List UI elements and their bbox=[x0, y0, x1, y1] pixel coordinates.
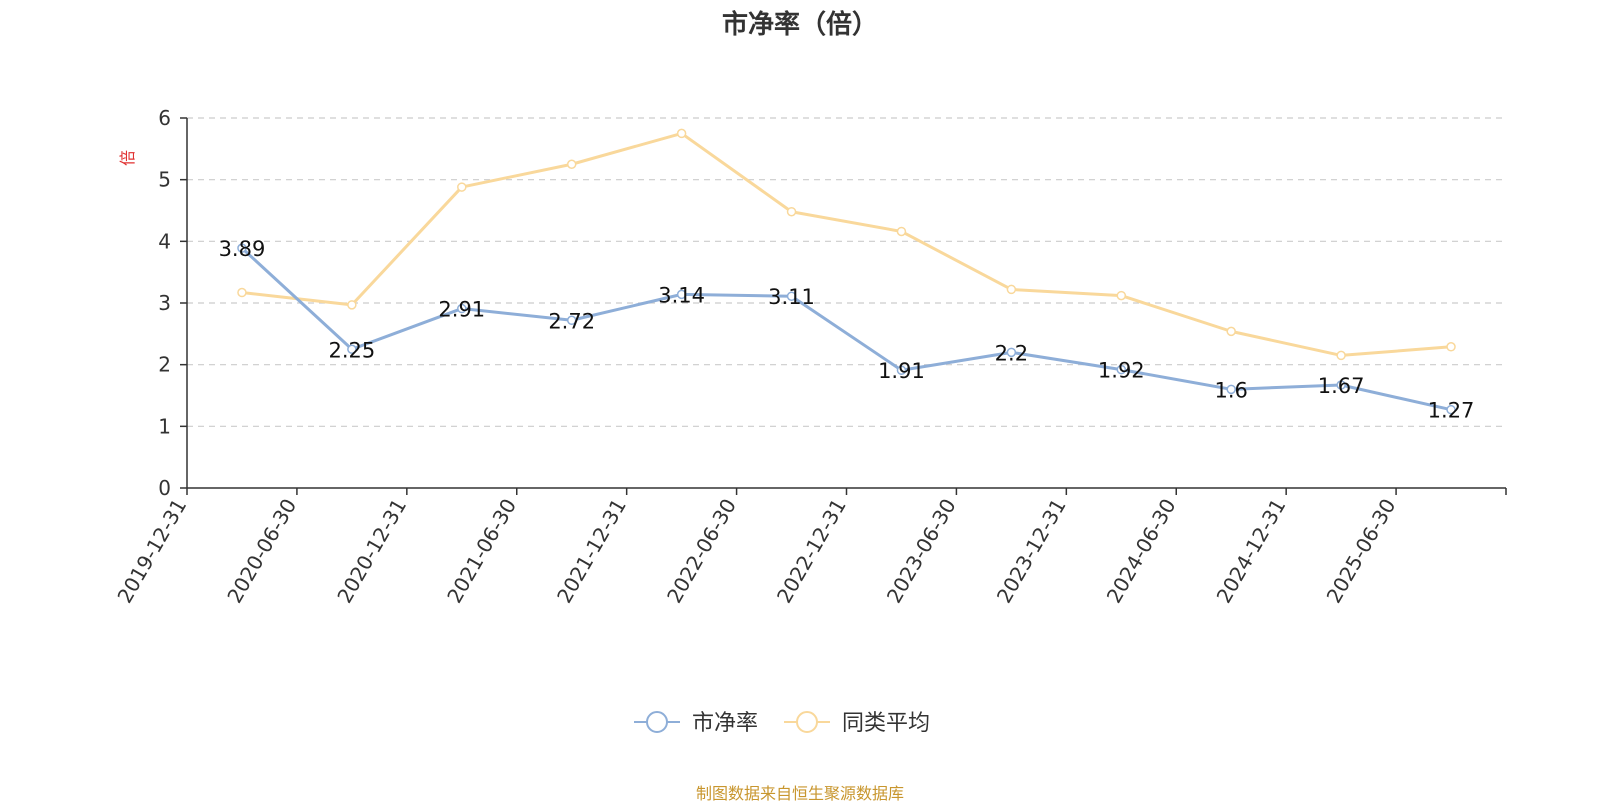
series-point-1[interactable] bbox=[896, 226, 907, 237]
x-tick-label: 2023-06-30 bbox=[882, 495, 961, 608]
axes bbox=[186, 118, 1506, 489]
series-point-1[interactable] bbox=[1336, 350, 1346, 361]
x-tick-label: 2022-12-31 bbox=[772, 495, 851, 608]
data-label: 1.67 bbox=[1318, 374, 1365, 398]
footer-source: 制图数据来自恒生聚源数据库 bbox=[695, 784, 904, 803]
y-tick-label: 6 bbox=[158, 106, 171, 130]
series-point-1[interactable] bbox=[1446, 342, 1456, 352]
x-tick-label: 2020-06-30 bbox=[222, 495, 301, 608]
x-ticks: 2019-12-31 2020-06-30 2020-12-31 2021-06-30… bbox=[112, 488, 1507, 608]
y-ticks: 0 1 2 3 4 5 6 bbox=[158, 106, 187, 500]
y-tick-label: 2 bbox=[158, 353, 171, 377]
y-tick-label: 1 bbox=[158, 414, 171, 438]
grid-lines bbox=[187, 117, 1506, 427]
data-label: 2.25 bbox=[328, 338, 375, 362]
data-label: 1.91 bbox=[878, 359, 925, 383]
series-point-1[interactable] bbox=[1226, 326, 1236, 337]
data-label: 3.14 bbox=[658, 283, 705, 307]
x-tick-label: 2024-12-31 bbox=[1212, 495, 1291, 608]
series-point-0[interactable] bbox=[676, 289, 687, 300]
data-labels: 3.89 2.25 2.91 2.72 3.14 3.11 1.91 2.2 1.92 1.6 1.… bbox=[219, 237, 1475, 423]
data-label: 3.89 bbox=[219, 237, 266, 261]
series-point-0[interactable] bbox=[1226, 384, 1236, 395]
y-tick-label: 3 bbox=[158, 291, 171, 315]
series-point-0[interactable] bbox=[896, 365, 907, 375]
legend-swatch-circle bbox=[646, 711, 668, 733]
x-tick-label: 2023-12-31 bbox=[992, 495, 1071, 608]
legend[interactable]: 市净率 同类平均 bbox=[634, 711, 930, 736]
series-point-1[interactable] bbox=[1006, 284, 1017, 295]
x-tick-label: 2022-06-30 bbox=[662, 495, 741, 608]
series-point-1[interactable] bbox=[676, 128, 687, 139]
series-point-1[interactable] bbox=[347, 300, 357, 310]
series-line-1 bbox=[241, 131, 1452, 357]
data-label: 3.11 bbox=[768, 285, 815, 309]
series-point-0[interactable] bbox=[347, 344, 357, 354]
data-label: 1.6 bbox=[1215, 378, 1248, 402]
legend-item-1[interactable]: 同类平均 bbox=[784, 711, 930, 736]
y-tick-label: 0 bbox=[158, 476, 171, 500]
data-label: 1.92 bbox=[1098, 359, 1145, 383]
y-axis-label: 倍 bbox=[118, 150, 137, 166]
series-point-0[interactable] bbox=[1116, 364, 1127, 375]
legend-label: 市净率 bbox=[692, 711, 758, 736]
series-point-1[interactable] bbox=[457, 182, 467, 192]
series-point-1[interactable] bbox=[237, 287, 247, 298]
chart-title: 市净率（倍） bbox=[721, 10, 878, 40]
series-point-0[interactable] bbox=[237, 243, 247, 253]
series-point-0[interactable] bbox=[1006, 347, 1017, 358]
data-label: 2.72 bbox=[548, 309, 595, 333]
data-label: 2.91 bbox=[438, 298, 485, 322]
series-point-1[interactable] bbox=[786, 206, 797, 217]
legend-swatch-circle bbox=[796, 711, 818, 733]
series-line-0 bbox=[240, 247, 1452, 412]
x-tick-label: 2024-06-30 bbox=[1102, 495, 1181, 608]
series-layer bbox=[237, 128, 1456, 415]
x-tick-label: 2021-12-31 bbox=[552, 495, 631, 608]
series-point-0[interactable] bbox=[1336, 380, 1346, 390]
x-tick-label: 2020-12-31 bbox=[332, 495, 411, 608]
series-point-0[interactable] bbox=[786, 291, 797, 301]
data-label: 2.2 bbox=[995, 341, 1028, 365]
data-label: 1.27 bbox=[1428, 399, 1475, 423]
legend-item-0[interactable]: 市净率 bbox=[634, 711, 758, 736]
legend-label: 同类平均 bbox=[842, 711, 930, 736]
series-point-1[interactable] bbox=[1116, 290, 1127, 301]
x-tick-label: 2021-06-30 bbox=[442, 495, 521, 608]
series-point-0[interactable] bbox=[457, 303, 467, 314]
x-tick-label: 2019-12-31 bbox=[112, 495, 191, 608]
series-point-0[interactable] bbox=[1446, 404, 1456, 415]
y-tick-label: 4 bbox=[158, 229, 171, 253]
y-tick-label: 5 bbox=[158, 168, 171, 192]
series-point-0[interactable] bbox=[566, 315, 577, 326]
x-tick-label: 2025-06-30 bbox=[1322, 495, 1401, 608]
series-point-1[interactable] bbox=[566, 159, 577, 169]
